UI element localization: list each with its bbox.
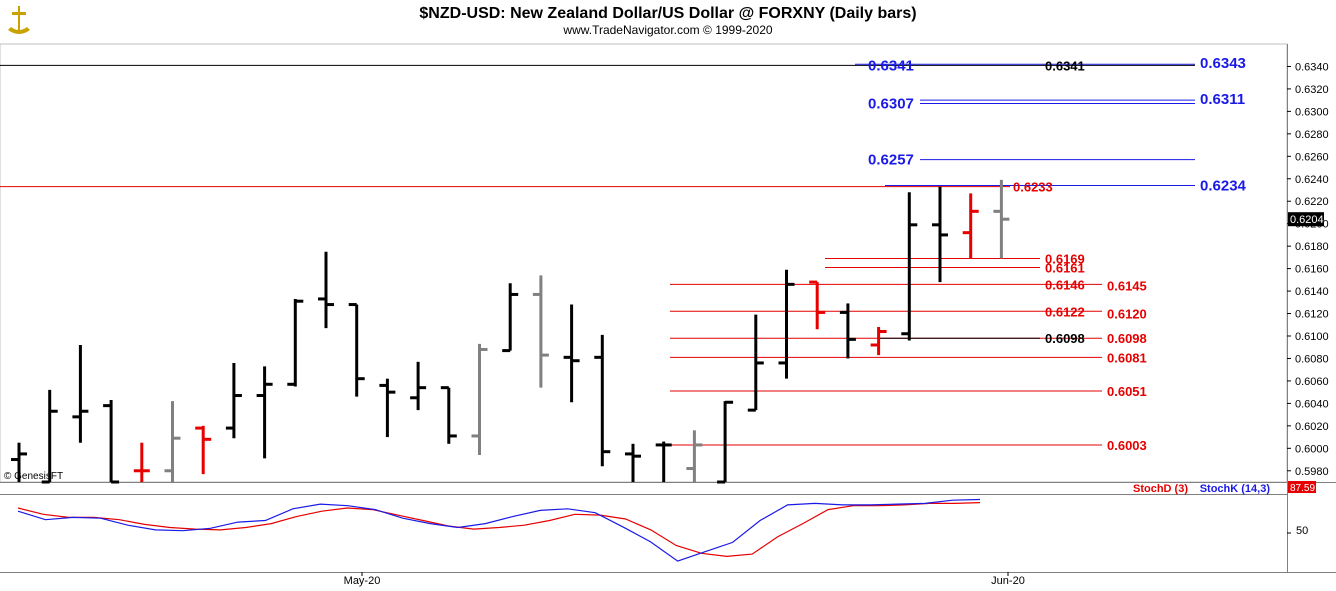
level-label-0.6146: 0.6146 <box>1045 277 1085 292</box>
ohlc-bar <box>256 366 273 459</box>
level-label-0.6343: 0.6343 <box>1200 55 1246 72</box>
price-tick-label: 0.6280 <box>1295 129 1329 141</box>
stoch-tick-50: 50 <box>1296 525 1308 537</box>
price-tick-label: 0.6160 <box>1295 264 1329 276</box>
price-tick-label: 0.6100 <box>1295 331 1329 343</box>
ohlc-bar <box>103 400 120 484</box>
ohlc-bar <box>410 361 427 411</box>
ohlc-bar <box>932 186 948 283</box>
ohlc-bar <box>655 441 672 482</box>
ohlc-bar <box>594 334 611 467</box>
stoch-line-d <box>17 502 981 558</box>
level-label-0.6233: 0.6233 <box>1013 180 1053 195</box>
price-tick-label: 0.6060 <box>1295 376 1329 388</box>
ohlc-bar <box>778 269 795 379</box>
price-tick-label: 0.6000 <box>1295 443 1329 455</box>
ohlc-bar <box>809 280 826 330</box>
level-label-0.6307: 0.6307 <box>868 96 914 113</box>
price-tick-label: 0.6220 <box>1295 196 1329 208</box>
ohlc-bar <box>563 304 580 403</box>
price-tick-label: 0.6120 <box>1295 309 1329 321</box>
ohlc-bar <box>717 400 734 484</box>
ohlc-bar <box>133 442 150 482</box>
chart-title: $NZD-USD: New Zealand Dollar/US Dollar @… <box>419 5 916 22</box>
price-tick-label: 0.6080 <box>1295 353 1329 365</box>
price-panel-frame <box>0 43 1288 483</box>
level-label-0.6311: 0.6311 <box>1200 91 1245 108</box>
ohlc-bar <box>318 251 334 329</box>
level-label-0.6257: 0.6257 <box>868 152 914 169</box>
x-tick-may-20: May-20 <box>344 575 381 587</box>
ohlc-bar <box>839 303 856 359</box>
level-label-0.6051: 0.6051 <box>1107 384 1147 399</box>
price-tick-label: 0.6140 <box>1295 286 1329 298</box>
chart-subtitle: www.TradeNavigator.com © 1999-2020 <box>562 23 772 37</box>
price-tick-label: 0.6180 <box>1295 241 1329 253</box>
ohlc-bar <box>471 343 488 456</box>
ohlc-bar <box>41 389 58 484</box>
copyright-label: © GenesisFT <box>4 471 63 482</box>
level-label-0.6161: 0.6161 <box>1045 260 1085 275</box>
ohlc-bar <box>225 362 242 439</box>
level-label-0.6169: 0.6169 <box>1045 252 1085 267</box>
ohlc-bar <box>164 401 181 482</box>
level-label-0.6003: 0.6003 <box>1107 438 1147 453</box>
ohlc-bar <box>686 430 703 482</box>
stochd-legend: StochD (3) <box>1133 483 1188 495</box>
price-tick-label: 0.6300 <box>1295 106 1329 118</box>
level-label-0.6120: 0.6120 <box>1107 307 1147 322</box>
logo-icon <box>8 6 30 34</box>
stoch-last-value-badge: 87.59 <box>1288 481 1316 494</box>
price-tick-label: 0.5980 <box>1295 466 1329 478</box>
ohlc-bar <box>747 314 764 412</box>
stochastic-panel <box>17 498 1291 562</box>
level-label-0.6122: 0.6122 <box>1045 304 1085 319</box>
level-label-0.6341: 0.6341 <box>868 57 914 74</box>
level-label-0.6341: 0.6341 <box>1045 58 1085 73</box>
level-label-0.6098: 0.6098 <box>1107 331 1147 346</box>
ohlc-bar <box>195 425 212 475</box>
price-tick-label: 0.6020 <box>1295 421 1329 433</box>
stochk-legend: StochK (14,3) <box>1200 483 1271 495</box>
level-label-0.6234: 0.6234 <box>1200 178 1247 195</box>
ohlc-bar <box>532 275 549 388</box>
x-tick-jun-20: Jun-20 <box>991 575 1025 587</box>
bars-layer <box>11 179 1010 484</box>
level-label-0.6081: 0.6081 <box>1107 350 1147 365</box>
ohlc-bar <box>870 327 887 356</box>
price-tick-label: 0.6340 <box>1295 61 1329 73</box>
ohlc-bar <box>379 378 396 438</box>
ohlc-bar <box>962 193 979 259</box>
price-axis: 0.6340 0.6320 0.6300 0.6280 0.6260 0.6240 0.62… <box>1287 61 1329 478</box>
level-label-0.6098: 0.6098 <box>1045 331 1085 346</box>
ohlc-bar <box>348 303 365 397</box>
last-price-label: 0.6204 <box>1290 214 1324 226</box>
ohlc-bar <box>72 344 89 443</box>
price-tick-label: 0.6260 <box>1295 151 1329 163</box>
last-price-badge <box>1288 212 1324 227</box>
stoch-line-k <box>17 498 981 562</box>
ohlc-bar <box>901 192 918 341</box>
svg-text:87.59: 87.59 <box>1290 483 1315 494</box>
price-tick-label: 0.6240 <box>1295 174 1329 186</box>
ohlc-bar <box>625 443 641 482</box>
price-tick-label: 0.6040 <box>1295 398 1329 410</box>
ohlc-bar <box>11 442 27 482</box>
ohlc-bar <box>993 179 1010 259</box>
levels-layer: 0.6341 0.6341 0.6343 0.6307 0.6311 0.6257 0.62… <box>0 55 1247 453</box>
ohlc-bar <box>502 283 519 353</box>
ohlc-bar <box>440 386 457 444</box>
ohlc-bar <box>287 298 304 387</box>
level-label-0.6145: 0.6145 <box>1107 278 1147 293</box>
price-tick-label: 0.6320 <box>1295 84 1329 96</box>
